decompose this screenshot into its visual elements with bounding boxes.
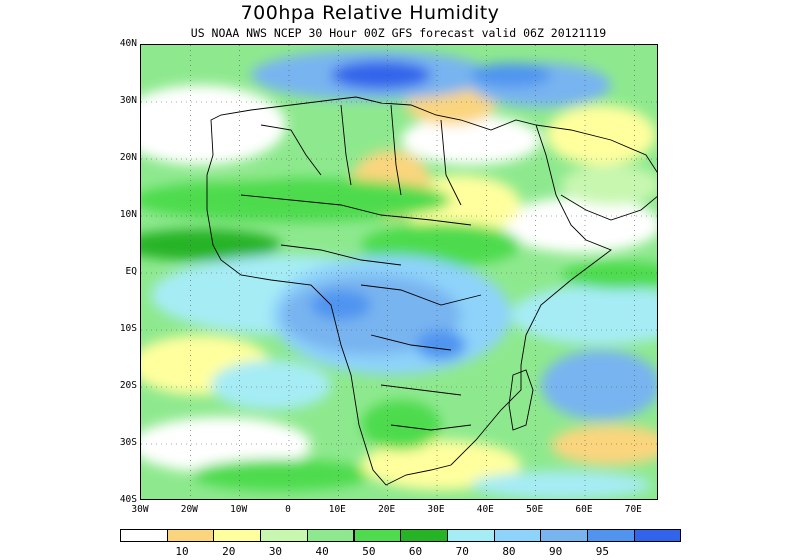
- legend-label: 40: [315, 545, 329, 558]
- legend-label: 50: [362, 545, 376, 558]
- legend-color-box: [120, 529, 168, 542]
- latitude-label: EQ: [125, 266, 137, 277]
- longitude-label: 70E: [624, 504, 642, 515]
- chart-title: 700hpa Relative Humidity: [240, 2, 500, 24]
- legend-color-box: [306, 529, 355, 542]
- arabia-coastline: [535, 124, 657, 173]
- humidity-map: [140, 44, 658, 500]
- legend-color-box: [166, 529, 215, 542]
- legend-label: 10: [175, 545, 189, 558]
- legend-label: 90: [549, 545, 563, 558]
- legend-label: 80: [502, 545, 516, 558]
- latitude-label: 20N: [119, 152, 137, 163]
- legend-label: 20: [222, 545, 236, 558]
- longitude-label: 0: [285, 504, 291, 515]
- coastline-borders: [206, 96, 657, 486]
- legend-label: 95: [595, 545, 609, 558]
- latitude-label: 40N: [119, 38, 137, 49]
- map-canvas: [141, 45, 657, 499]
- latitude-label: 30N: [119, 95, 137, 106]
- legend-label: 30: [268, 545, 283, 558]
- longitude-label: 10E: [328, 504, 346, 515]
- longitude-label: 10W: [230, 504, 248, 515]
- latitude-label: 20S: [119, 380, 137, 391]
- madagascar-coastline: [508, 369, 534, 431]
- legend-color-box: [493, 529, 542, 542]
- humidity-field: [141, 45, 657, 499]
- longitude-label: 30E: [427, 504, 445, 515]
- legend-color-box: [633, 529, 682, 542]
- legend-label: 70: [455, 545, 469, 558]
- longitude-label: 40E: [476, 504, 494, 515]
- legend-color-box: [260, 529, 308, 542]
- longitude-label: 20E: [378, 504, 396, 515]
- longitude-label: 30W: [131, 504, 149, 515]
- latitude-label: 10S: [119, 323, 137, 334]
- africa-coastline: [206, 96, 612, 486]
- latitude-label: 10N: [119, 209, 137, 220]
- chart-subtitle: US NOAA NWS NCEP 30 Hour 00Z GFS forecas…: [190, 26, 607, 40]
- legend-color-box: [213, 529, 262, 542]
- longitude-label: 20W: [180, 504, 198, 515]
- legend-color-box: [353, 529, 402, 542]
- legend-label: 60: [408, 545, 423, 558]
- legend-color-box: [540, 529, 588, 542]
- legend-color-box: [587, 529, 635, 542]
- longitude-label: 60E: [575, 504, 593, 515]
- latitude-label: 30S: [119, 437, 137, 448]
- map-gridlines: [141, 45, 657, 499]
- latitude-label: 40S: [119, 494, 137, 505]
- longitude-label: 50E: [526, 504, 544, 515]
- legend-color-box: [446, 529, 495, 542]
- arabia-south-coast: [560, 194, 657, 221]
- legend-color-box: [400, 529, 448, 542]
